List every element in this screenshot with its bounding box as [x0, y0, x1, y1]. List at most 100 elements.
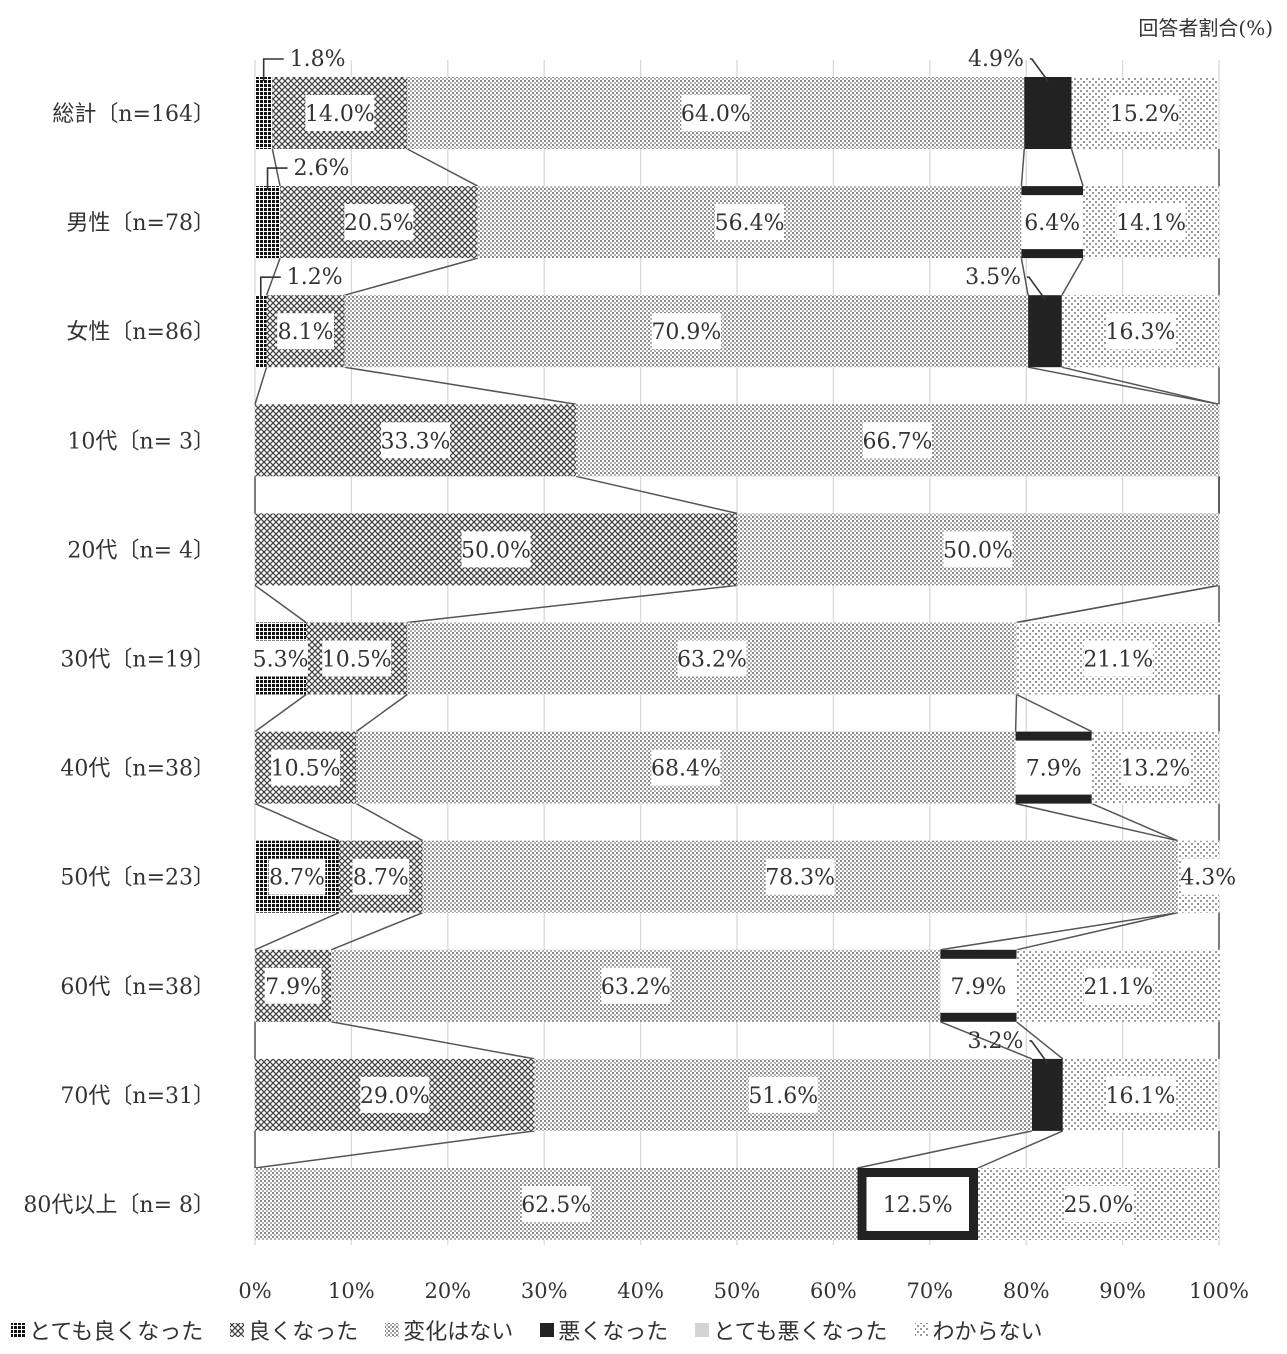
series-connector: [406, 148, 479, 187]
data-label-box: [277, 313, 335, 350]
series-connector: [254, 802, 340, 842]
unit-label: 回答者割合(%): [1138, 16, 1273, 40]
bar-bad-frame: [857, 1231, 978, 1240]
data-label-box: [601, 967, 671, 1004]
category-label: 40代〔n=38〕: [60, 757, 215, 782]
data-label-box: [461, 531, 531, 568]
callout-line: [1026, 276, 1046, 300]
bar-bad-frame: [857, 1168, 978, 1177]
data-label-box: [305, 95, 375, 131]
category-label: 30代〔n=19〕: [60, 648, 215, 673]
series-connector: [1016, 1021, 1064, 1060]
bar-bad: [1028, 295, 1062, 368]
series-connector: [1091, 802, 1178, 842]
data-label: 15.2%: [1110, 102, 1180, 127]
legend-swatch: [695, 1323, 710, 1337]
category-label: 総計〔n=164〕: [52, 102, 215, 127]
data-label: 50.0%: [943, 538, 1013, 563]
data-label-box: [677, 640, 747, 677]
data-label-box: [344, 204, 414, 241]
data-label-box: [381, 422, 451, 459]
series-connector: [1070, 148, 1084, 187]
data-label-box: [950, 967, 1007, 1004]
legend-item-unknown: わからない: [914, 1314, 1043, 1346]
legend-label: わからない: [932, 1320, 1043, 1345]
series-connector: [1016, 911, 1178, 951]
callout-line: [266, 167, 288, 191]
x-tick-label: 30%: [521, 1279, 568, 1303]
data-label-box: [1064, 1186, 1133, 1222]
series-connector: [254, 584, 307, 624]
callout-line: [1029, 58, 1049, 82]
x-tick-label: 60%: [810, 1279, 857, 1303]
data-label: 1.8%: [290, 47, 346, 72]
series-connector: [344, 366, 577, 406]
data-label: 2.6%: [294, 156, 350, 181]
legend-item-good: 良くなった: [229, 1314, 358, 1346]
series-connector: [355, 693, 408, 733]
legend-item-very-good: とても良くなった: [10, 1314, 203, 1346]
series-connector: [1020, 257, 1029, 296]
x-tick-label: 50%: [714, 1279, 761, 1303]
data-label: 20.5%: [344, 211, 414, 236]
data-label-box: [1116, 204, 1186, 241]
data-label: 33.3%: [381, 429, 451, 454]
series-connector: [940, 1021, 1033, 1060]
bar-bad-frame: [1021, 186, 1084, 196]
series-connector: [407, 584, 738, 624]
legend-label: 悪くなった: [558, 1320, 669, 1345]
data-label: 7.9%: [951, 975, 1007, 1000]
data-label-box: [651, 313, 721, 350]
data-label: 10.5%: [271, 757, 341, 782]
data-label: 8.1%: [278, 320, 334, 345]
data-label: 63.2%: [601, 975, 671, 1000]
data-label-box: [715, 204, 785, 241]
data-label: 7.9%: [265, 975, 321, 1000]
data-label: 16.1%: [1105, 1084, 1175, 1109]
callout-line: [262, 58, 284, 81]
category-label: 60代〔n=38〕: [60, 975, 215, 1000]
data-label: 3.2%: [968, 1029, 1024, 1054]
data-label: 50.0%: [461, 538, 531, 563]
data-label: 63.2%: [677, 648, 747, 673]
series-connector: [857, 1130, 1033, 1169]
legend-item-very-bad: とても悪くなった: [694, 1314, 888, 1346]
stacked-bar-chart: 1.8% 14.0% 64.0% 4.9% 15.2% 2.6% 20.5% 56.4% 6.4…: [23, 47, 1249, 1303]
x-tick-label: 0%: [238, 1279, 271, 1303]
data-label-box: [360, 1076, 430, 1113]
data-label: 3.5%: [965, 265, 1021, 290]
data-label: 64.0%: [681, 102, 751, 127]
bar-very-good: [255, 77, 273, 149]
category-label: 女性〔n=86〕: [66, 320, 215, 345]
series-connector: [1020, 148, 1026, 187]
legend-item-bad: 悪くなった: [539, 1314, 668, 1346]
legend-label: とても良くなった: [29, 1320, 204, 1345]
bar-bad-frame: [1021, 249, 1084, 259]
data-label: 8.7%: [353, 866, 409, 891]
series-connector: [254, 1130, 535, 1169]
series-connector: [254, 912, 340, 951]
x-tick-label: 10%: [328, 1279, 375, 1303]
x-tick-label: 90%: [1099, 1279, 1146, 1303]
data-label-box: [1180, 858, 1236, 895]
data-label: 6.4%: [1024, 211, 1080, 236]
data-label: 4.3%: [1180, 866, 1236, 891]
data-label: 14.0%: [305, 102, 375, 127]
series-connector: [1015, 802, 1178, 842]
callout-line: [259, 276, 281, 300]
data-label-box: [651, 749, 721, 786]
series-connector: [254, 366, 268, 405]
data-label: 12.5%: [883, 1193, 953, 1218]
legend-swatch: [11, 1323, 25, 1337]
series-connector: [355, 802, 424, 842]
data-label: 66.7%: [863, 429, 933, 454]
data-label: 21.1%: [1083, 648, 1153, 673]
legend: とても良くなった 良くなった 変化はない 悪くなった とても悪くなった わからない: [10, 1314, 1043, 1346]
data-label-box: [1110, 95, 1180, 131]
data-label-box: [883, 1186, 953, 1222]
legend-label: 良くなった: [248, 1320, 359, 1345]
data-label: 56.4%: [715, 211, 785, 236]
legend-swatch: [385, 1323, 400, 1337]
data-label: 21.1%: [1083, 975, 1153, 1000]
series-connector: [977, 1130, 1064, 1169]
